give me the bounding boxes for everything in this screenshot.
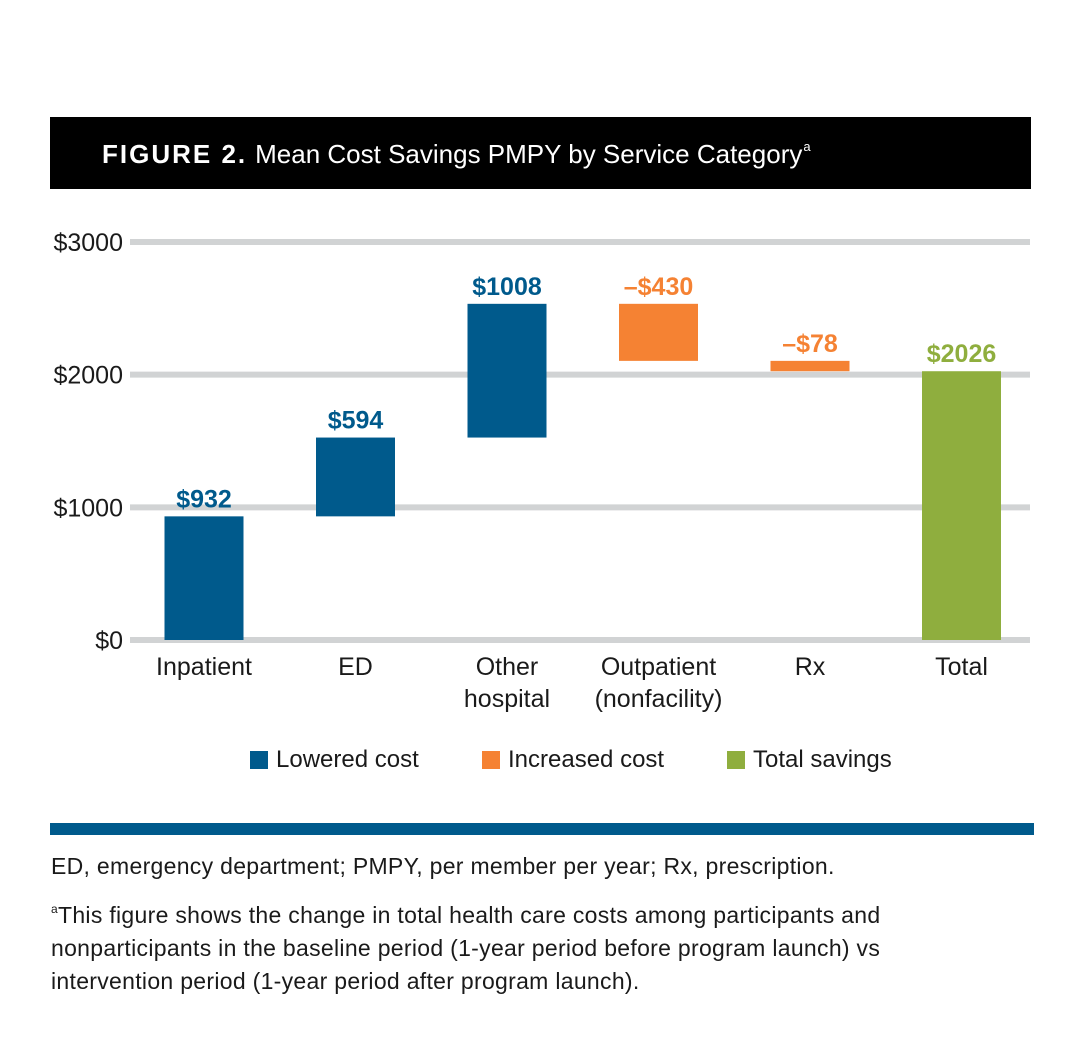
figure-title: Mean Cost Savings PMPY by Service Catego… — [255, 139, 810, 169]
footnote-marker: a — [51, 902, 58, 916]
x-category-label: Rx — [795, 653, 826, 681]
legend-swatch-increased — [482, 751, 500, 769]
waterfall-chart: $0 $1000 $2000 $3000 $932 Inpatient $594 ED $100… — [53, 229, 1030, 713]
bar-increased — [619, 303, 698, 361]
legend-swatch-total — [727, 751, 745, 769]
x-category-label: Inpatient — [156, 653, 252, 681]
footnote-line-3: intervention period (1-year period after… — [51, 968, 640, 994]
figure-title-footnote-marker: a — [803, 139, 811, 154]
bar-total — [922, 371, 1001, 640]
legend-swatch-lowered — [250, 751, 268, 769]
data-label: –$78 — [782, 330, 838, 358]
legend-label-total: Total savings — [753, 746, 892, 773]
x-category-label: Total — [935, 653, 988, 681]
figure-title-text: Mean Cost Savings PMPY by Service Catego… — [255, 139, 803, 169]
footnote-line-1-text: This figure shows the change in total he… — [57, 902, 881, 928]
data-label: $594 — [328, 407, 384, 435]
legend-item-increased: Increased cost — [482, 745, 664, 775]
legend-label-increased: Increased cost — [508, 746, 665, 773]
figure-label: FIGURE 2. — [102, 139, 248, 169]
footnote-line-1: aThis figure shows the change in total h… — [51, 893, 1041, 932]
bottom-rule — [50, 823, 1034, 835]
legend-item-lowered: Lowered cost — [250, 745, 419, 775]
bar-lowered — [316, 437, 395, 517]
y-tick-label: $3000 — [53, 229, 123, 257]
x-category-label: hospital — [464, 685, 550, 713]
figure-heading: FIGURE 2. Mean Cost Savings PMPY by Servi… — [102, 139, 811, 170]
footnote-line-2: nonparticipants in the baseline period (… — [51, 935, 881, 961]
abbreviations-note: ED, emergency department; PMPY, per memb… — [51, 853, 835, 879]
y-tick-label: $0 — [95, 627, 123, 655]
y-tick-label: $1000 — [53, 494, 123, 522]
y-tick-label: $2000 — [53, 362, 123, 390]
data-label: $1008 — [472, 273, 542, 301]
x-category-label: Other — [476, 653, 539, 681]
bar-lowered — [164, 516, 244, 640]
x-category-label: ED — [338, 653, 373, 681]
legend-label-lowered: Lowered cost — [276, 746, 419, 773]
x-category-label: (nonfacility) — [595, 685, 723, 713]
bar-increased — [770, 360, 850, 372]
figure-header: FIGURE 2. Mean Cost Savings PMPY by Servi… — [50, 117, 1031, 189]
footnote-a: aThis figure shows the change in total h… — [51, 893, 1041, 998]
data-label: $932 — [176, 485, 232, 513]
bar-lowered — [467, 303, 547, 438]
x-category-label: Outpatient — [601, 653, 716, 681]
legend-item-total: Total savings — [727, 745, 892, 775]
data-label: $2026 — [927, 340, 997, 368]
data-label: –$430 — [624, 273, 694, 301]
